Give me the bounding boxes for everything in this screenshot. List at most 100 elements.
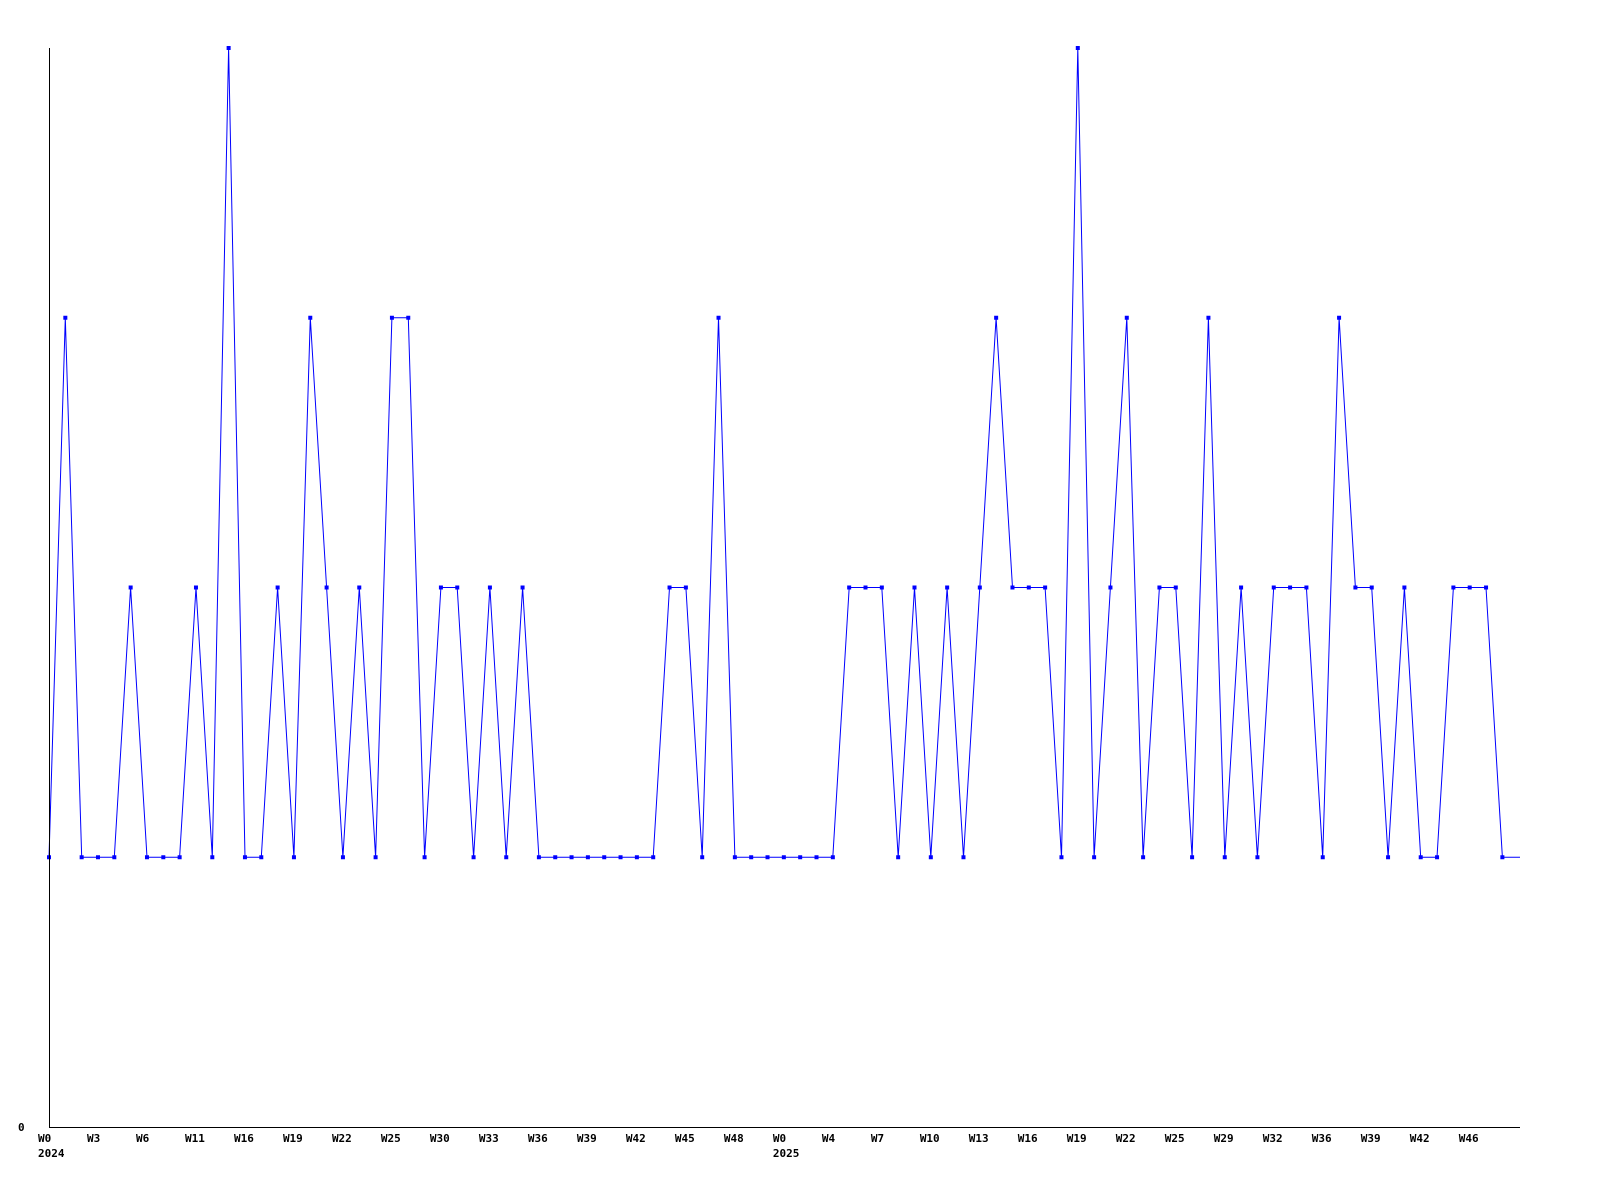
x-tick-label: W33 (479, 1132, 499, 1145)
x-tick-label: W29 (1214, 1132, 1234, 1145)
data-point (553, 855, 558, 860)
data-point (683, 585, 688, 590)
data-point (781, 855, 786, 860)
x-tick-label: W0 (38, 1132, 51, 1145)
x-tick-label: W42 (626, 1132, 646, 1145)
data-point (63, 315, 68, 320)
data-point (291, 855, 296, 860)
data-point (128, 585, 133, 590)
series-line-group (47, 46, 1520, 860)
data-point (879, 585, 884, 590)
data-point (340, 855, 345, 860)
data-point (1239, 585, 1244, 590)
data-point (193, 585, 198, 590)
data-point (634, 855, 639, 860)
data-point (112, 855, 117, 860)
data-point (275, 585, 280, 590)
data-point (504, 855, 509, 860)
data-point (732, 855, 737, 860)
y-tick-label: 0 (18, 1121, 25, 1134)
data-point (389, 315, 394, 320)
data-point (977, 585, 982, 590)
data-point (651, 855, 656, 860)
x-tick-label: W36 (528, 1132, 548, 1145)
data-point (700, 855, 705, 860)
data-point (847, 585, 852, 590)
data-point (1271, 585, 1276, 590)
data-point (1190, 855, 1195, 860)
data-point (667, 585, 672, 590)
x-tick-label: W25 (381, 1132, 401, 1145)
x-tick-label: W16 (1018, 1132, 1038, 1145)
data-point (945, 585, 950, 590)
x-tick-label: W45 (675, 1132, 695, 1145)
x-tick-label: W0 (773, 1132, 786, 1145)
data-point (994, 315, 999, 320)
data-point (585, 855, 590, 860)
data-point (210, 855, 215, 860)
data-point (814, 855, 819, 860)
x-tick-label: W42 (1410, 1132, 1430, 1145)
data-point (226, 46, 231, 50)
data-point (765, 855, 770, 860)
data-point (1206, 315, 1211, 320)
x-tick-label: W19 (283, 1132, 303, 1145)
x-tick-label: W7 (871, 1132, 884, 1145)
data-point (438, 585, 443, 590)
data-point (961, 855, 966, 860)
data-point (1386, 855, 1391, 860)
data-point (79, 855, 84, 860)
data-point (1353, 585, 1358, 590)
data-point (455, 585, 460, 590)
data-point (1092, 855, 1097, 860)
data-point (308, 315, 313, 320)
data-point (1222, 855, 1227, 860)
series-line (48, 47, 1520, 858)
data-point (1484, 585, 1489, 590)
data-point (896, 855, 901, 860)
x-tick-label: W10 (920, 1132, 940, 1145)
data-point (1043, 585, 1048, 590)
data-point (1173, 585, 1178, 590)
data-point (830, 855, 835, 860)
data-point (406, 315, 411, 320)
x-tick-label: W32 (1263, 1132, 1283, 1145)
x-tick-label: W46 (1459, 1132, 1479, 1145)
x-tick-label: W25 (1165, 1132, 1185, 1145)
x-tick-label: W6 (136, 1132, 150, 1145)
data-point (1075, 46, 1080, 50)
x-tick-label: W11 (185, 1132, 205, 1145)
x-tick-labels: W0 W3 W6 W11 W16 W19 W22 W25 W30 W33 W36 W39 W42 W45 W… (38, 1132, 1479, 1160)
data-point (1369, 585, 1374, 590)
data-point (1124, 315, 1129, 320)
data-point (1451, 585, 1456, 590)
data-point (357, 585, 362, 590)
data-point (618, 855, 623, 860)
data-point (1141, 855, 1146, 860)
data-point (536, 855, 541, 860)
data-point (1435, 855, 1440, 860)
data-point (177, 855, 182, 860)
data-point (1157, 585, 1162, 590)
data-point (487, 585, 492, 590)
data-point (1288, 585, 1293, 590)
x-tick-label: W22 (1116, 1132, 1136, 1145)
data-point (520, 585, 525, 590)
data-point (1108, 585, 1113, 590)
x-tick-label: W30 (430, 1132, 450, 1145)
x-tick-label: W39 (1361, 1132, 1381, 1145)
data-point (1337, 315, 1342, 320)
data-point (798, 855, 803, 860)
x-tick-label: W16 (234, 1132, 254, 1145)
data-point (1467, 585, 1472, 590)
x-tick-label: W19 (1067, 1132, 1087, 1145)
data-point (1026, 585, 1031, 590)
data-point (569, 855, 574, 860)
data-point (1418, 855, 1423, 860)
data-point (422, 855, 427, 860)
data-point (161, 855, 166, 860)
data-point (1304, 585, 1309, 590)
x-tick-label: W4 (822, 1132, 836, 1145)
x-tick-label: W48 (724, 1132, 744, 1145)
data-point (1320, 855, 1325, 860)
